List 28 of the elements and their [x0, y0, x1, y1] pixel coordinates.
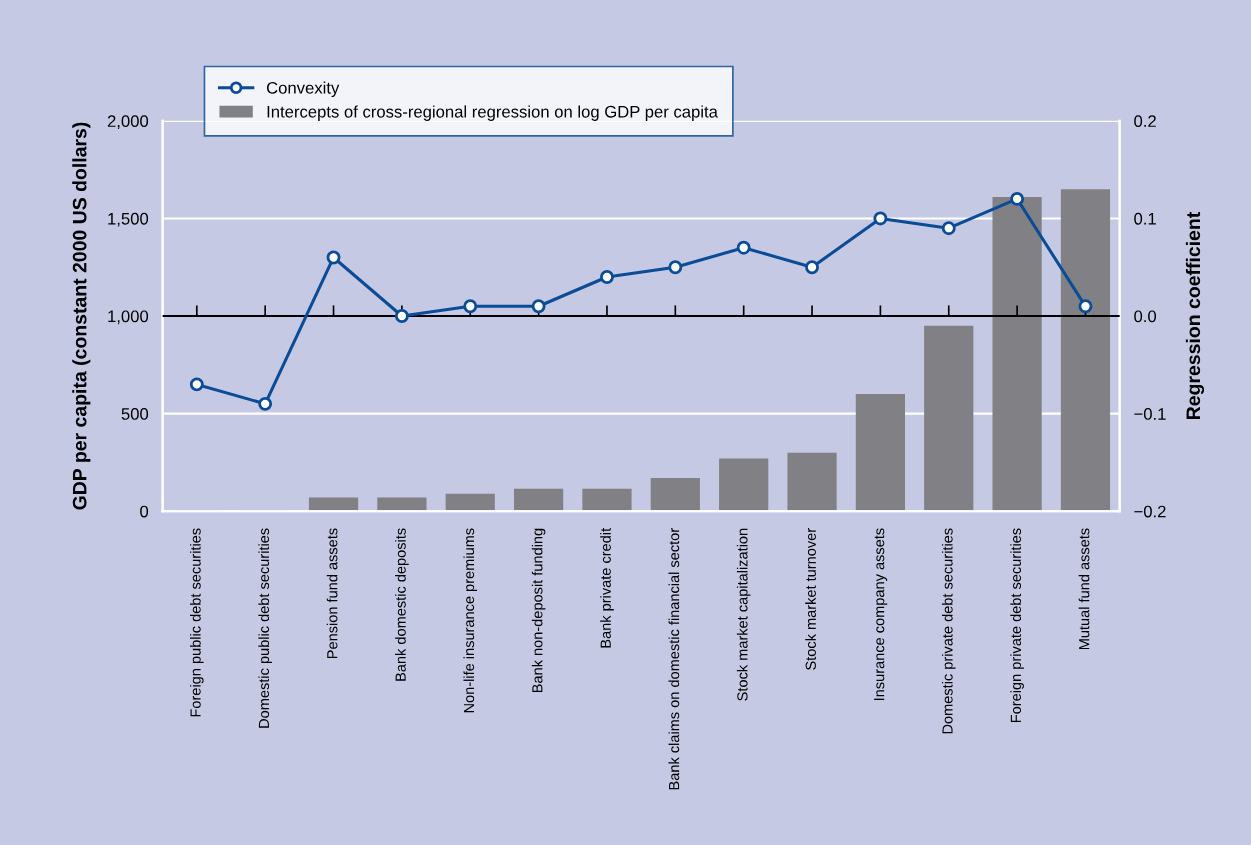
x-tick-label: Bank non-deposit funding [531, 528, 546, 693]
y-tick-label: 0 [140, 505, 149, 518]
x-tick-label: Domestic private debt securities [941, 528, 956, 734]
x-tick-label: Stock market turnover [805, 528, 816, 670]
x-tick-label: Bank claims on domestic financial sector [668, 528, 680, 790]
y2-tick-label: 0.0 [1134, 310, 1157, 323]
x-tick-label: Domestic public debt securities [258, 528, 272, 728]
x-tick-label: Stock market capitalization [736, 528, 751, 701]
y-tick-label: 1,500 [108, 212, 149, 227]
x-tick-label: Pension fund assets [326, 528, 338, 659]
x-tick-label: Insurance company assets [874, 528, 888, 700]
y-tick-label: 1,000 [108, 310, 149, 325]
y2-tick-label: −0.2 [1134, 505, 1166, 518]
legend-label: Intercepts of cross-regional regression on log GDP per capita [267, 105, 718, 121]
x-tick-label: Foreign public debt securities [190, 528, 204, 717]
y-tick-label: 2,000 [107, 115, 149, 130]
y2-tick-label: 0.1 [1134, 212, 1156, 225]
y-tick-label: 500 [121, 408, 149, 420]
y2-tick-label: −0.1 [1134, 408, 1166, 420]
y2-axis-title: Regression coefficient [1185, 211, 1205, 419]
y-axis-title: GDP per capita (constant 2000 US dollars) [72, 122, 91, 510]
x-tick-label: Bank domestic deposits [395, 528, 409, 681]
y2-tick-label: 0.2 [1134, 115, 1156, 128]
legend-label: Convexity [266, 81, 340, 98]
x-tick-label: Non-life insurance premiums [463, 528, 478, 713]
x-tick-label: Foreign private debt securities [1010, 528, 1024, 723]
x-tick-label: Bank private credit [600, 527, 614, 648]
x-tick-label: Mutual fund assets [1078, 528, 1090, 650]
